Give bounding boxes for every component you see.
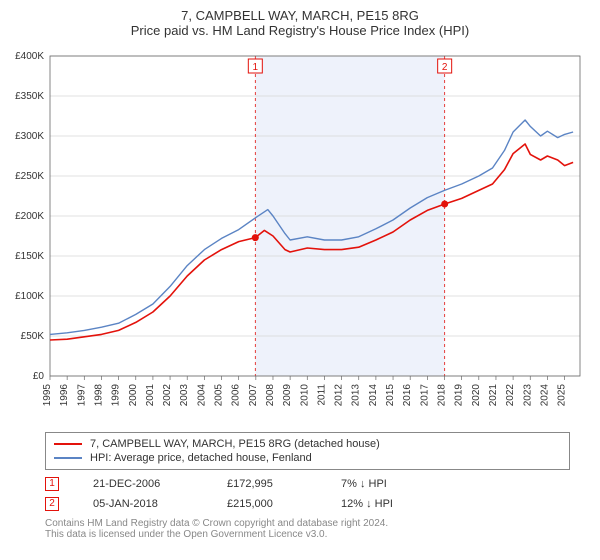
legend-swatch-property — [54, 443, 82, 445]
svg-text:2025: 2025 — [557, 384, 568, 407]
svg-text:£300K: £300K — [15, 131, 44, 142]
svg-text:2007: 2007 — [248, 384, 259, 407]
svg-text:£350K: £350K — [15, 91, 44, 102]
svg-text:2019: 2019 — [454, 384, 465, 407]
event-row-2: 2 05-JAN-2018 £215,000 12% ↓ HPI — [45, 494, 570, 514]
svg-text:£0: £0 — [33, 371, 45, 382]
svg-text:2006: 2006 — [231, 384, 242, 407]
svg-text:£400K: £400K — [15, 51, 44, 62]
event-price-1: £172,995 — [227, 478, 307, 490]
event-delta-1: 7% ↓ HPI — [341, 478, 387, 490]
svg-text:2012: 2012 — [334, 384, 345, 407]
svg-text:2024: 2024 — [539, 384, 550, 407]
svg-text:2020: 2020 — [471, 384, 482, 407]
attribution-line1: Contains HM Land Registry data © Crown c… — [45, 518, 570, 529]
events-table: 1 21-DEC-2006 £172,995 7% ↓ HPI 2 05-JAN… — [45, 474, 570, 514]
svg-text:2009: 2009 — [282, 384, 293, 407]
event-price-2: £215,000 — [227, 498, 307, 510]
svg-text:2016: 2016 — [402, 384, 413, 407]
svg-text:2005: 2005 — [214, 384, 225, 407]
svg-text:2000: 2000 — [128, 384, 139, 407]
svg-text:2011: 2011 — [316, 384, 327, 406]
svg-text:2023: 2023 — [522, 384, 533, 407]
event-date-2: 05-JAN-2018 — [93, 498, 193, 510]
legend: 7, CAMPBELL WAY, MARCH, PE15 8RG (detach… — [45, 432, 570, 470]
svg-text:£250K: £250K — [15, 171, 44, 182]
event-marker-1: 1 — [45, 477, 59, 491]
event-marker-2: 2 — [45, 497, 59, 511]
svg-text:2001: 2001 — [145, 384, 156, 407]
svg-text:2015: 2015 — [385, 384, 396, 407]
svg-text:2010: 2010 — [299, 384, 310, 407]
svg-text:£50K: £50K — [21, 331, 45, 342]
legend-swatch-hpi — [54, 457, 82, 459]
svg-text:1998: 1998 — [93, 384, 104, 407]
svg-text:2018: 2018 — [436, 384, 447, 407]
event-delta-2: 12% ↓ HPI — [341, 498, 393, 510]
svg-text:1996: 1996 — [59, 384, 70, 407]
line-chart-svg: £0 £50K £100K £150K £200K £250K £300K £350K £400… — [0, 46, 600, 426]
legend-item-hpi: HPI: Average price, detached house, Fenl… — [54, 451, 561, 465]
attribution: Contains HM Land Registry data © Crown c… — [45, 518, 570, 540]
attribution-line2: This data is licensed under the Open Gov… — [45, 529, 570, 540]
legend-label-hpi: HPI: Average price, detached house, Fenl… — [90, 452, 312, 464]
svg-text:£100K: £100K — [15, 291, 44, 302]
svg-text:2021: 2021 — [488, 384, 499, 407]
svg-text:1999: 1999 — [111, 384, 122, 407]
svg-text:2014: 2014 — [368, 384, 379, 407]
svg-text:2017: 2017 — [419, 384, 430, 407]
chart-area: £0 £50K £100K £150K £200K £250K £300K £350K £400… — [0, 46, 600, 426]
chart-subtitle: Price paid vs. HM Land Registry's House … — [0, 23, 600, 46]
svg-text:2003: 2003 — [179, 384, 190, 407]
svg-text:£150K: £150K — [15, 251, 44, 262]
svg-text:£200K: £200K — [15, 211, 44, 222]
svg-text:2002: 2002 — [162, 384, 173, 407]
legend-item-property: 7, CAMPBELL WAY, MARCH, PE15 8RG (detach… — [54, 437, 561, 451]
svg-text:2004: 2004 — [196, 384, 207, 407]
chart-title: 7, CAMPBELL WAY, MARCH, PE15 8RG — [0, 0, 600, 23]
svg-text:2013: 2013 — [351, 384, 362, 407]
svg-text:2022: 2022 — [505, 384, 516, 407]
svg-text:1997: 1997 — [76, 384, 87, 407]
legend-label-property: 7, CAMPBELL WAY, MARCH, PE15 8RG (detach… — [90, 438, 380, 450]
svg-text:1: 1 — [253, 62, 259, 73]
event-date-1: 21-DEC-2006 — [93, 478, 193, 490]
svg-text:2008: 2008 — [265, 384, 276, 407]
svg-text:1995: 1995 — [42, 384, 53, 407]
event-row-1: 1 21-DEC-2006 £172,995 7% ↓ HPI — [45, 474, 570, 494]
svg-text:2: 2 — [442, 62, 448, 73]
chart-container: 7, CAMPBELL WAY, MARCH, PE15 8RG Price p… — [0, 0, 600, 540]
